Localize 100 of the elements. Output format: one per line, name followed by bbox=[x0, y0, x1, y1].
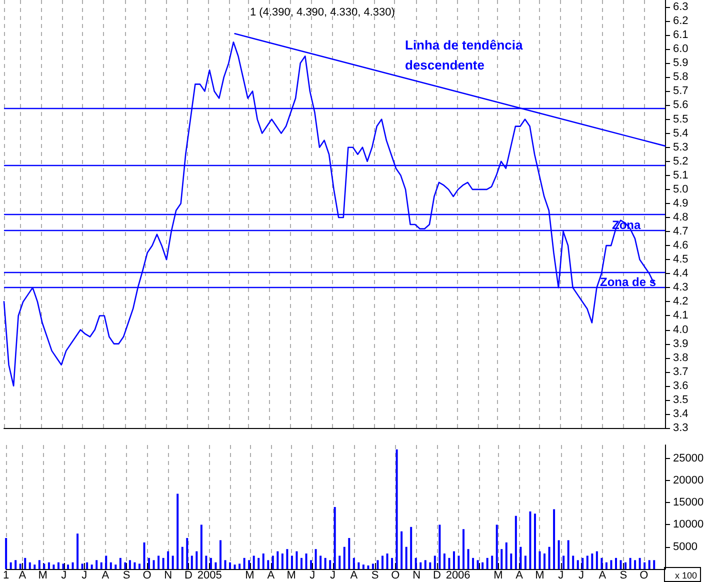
y-tick-label: 5.0 bbox=[673, 183, 688, 196]
bar bbox=[591, 554, 594, 569]
x-tick-label: 2005 bbox=[197, 570, 222, 582]
y-tick-label: 3.5 bbox=[673, 394, 688, 406]
bar bbox=[14, 560, 17, 569]
bar bbox=[10, 562, 12, 569]
bar bbox=[586, 556, 588, 569]
x-tick-label: O bbox=[391, 570, 400, 582]
bar bbox=[181, 546, 184, 569]
bar bbox=[524, 556, 526, 569]
bar bbox=[252, 556, 255, 569]
bar bbox=[34, 564, 36, 569]
y-tick-label: 15000 bbox=[673, 496, 704, 509]
bar bbox=[348, 538, 350, 569]
bar bbox=[538, 551, 541, 569]
bar bbox=[558, 540, 560, 569]
bar bbox=[410, 526, 412, 569]
bar bbox=[119, 558, 122, 569]
bar bbox=[520, 546, 522, 569]
bar bbox=[28, 562, 31, 569]
x-tick-label: 1 bbox=[2, 570, 10, 582]
bar bbox=[262, 554, 264, 569]
bar bbox=[438, 524, 441, 569]
bar bbox=[19, 564, 22, 569]
bar bbox=[448, 558, 450, 569]
y-tick-label: 4.6 bbox=[673, 240, 688, 252]
bar bbox=[620, 560, 622, 569]
bar bbox=[100, 562, 102, 569]
bar bbox=[443, 554, 446, 569]
text: 1 (4.390, 4.390, 4.330, 4.330) bbox=[250, 6, 395, 18]
bar bbox=[358, 562, 360, 569]
bar bbox=[172, 556, 174, 569]
bar bbox=[510, 554, 512, 569]
bar bbox=[76, 534, 79, 569]
y-tick-label: 3.4 bbox=[673, 408, 688, 420]
y-tick-label: 5000 bbox=[673, 540, 698, 553]
y-tick-label: 3.8 bbox=[673, 352, 688, 364]
bar bbox=[167, 551, 170, 569]
bar bbox=[24, 558, 26, 569]
bar bbox=[405, 546, 408, 569]
bar bbox=[281, 554, 284, 569]
bar bbox=[600, 558, 603, 569]
bar bbox=[610, 560, 612, 569]
bar bbox=[648, 560, 650, 569]
bar bbox=[420, 562, 422, 569]
x-tick-label: O bbox=[142, 570, 152, 582]
bar bbox=[305, 554, 308, 569]
bar bbox=[462, 529, 465, 569]
bar bbox=[629, 558, 632, 569]
bar bbox=[276, 551, 279, 569]
bar bbox=[290, 556, 293, 569]
x-tick-label: M bbox=[38, 570, 48, 582]
x-tick-label: M bbox=[286, 570, 296, 582]
x-tick-label: J bbox=[578, 570, 584, 582]
bar bbox=[248, 560, 250, 569]
bar bbox=[334, 507, 336, 569]
y-tick-label: 4.5 bbox=[673, 254, 688, 266]
bar bbox=[96, 560, 98, 569]
y-tick-label: 4.1 bbox=[673, 310, 688, 322]
bar bbox=[624, 562, 627, 569]
y-tick-label: 4.0 bbox=[673, 324, 688, 336]
x-tick-label: A bbox=[267, 570, 276, 582]
bar bbox=[176, 494, 179, 569]
bar bbox=[567, 540, 570, 569]
x-tick-label: M bbox=[535, 570, 544, 582]
y-tick-label: 3.9 bbox=[673, 338, 688, 350]
bar bbox=[582, 558, 584, 569]
x-tick-label: S bbox=[620, 570, 628, 582]
bar bbox=[414, 558, 417, 569]
bar bbox=[400, 531, 403, 569]
bar bbox=[105, 556, 108, 569]
bar bbox=[110, 562, 112, 569]
y-tick-label: 4.9 bbox=[673, 197, 688, 210]
bar bbox=[5, 538, 8, 569]
y-tick-label: 6.3 bbox=[673, 1, 688, 14]
y-tick-label: 4.8 bbox=[673, 212, 688, 224]
x-tick-label: O bbox=[640, 570, 649, 582]
bar bbox=[186, 538, 188, 569]
x-tick-label: A bbox=[18, 570, 27, 582]
bar bbox=[382, 556, 384, 569]
annotation: Linha de tendência descendente bbox=[405, 38, 526, 72]
x-tick-label: A bbox=[102, 570, 110, 582]
bar bbox=[553, 509, 556, 569]
x-tick-label: J bbox=[558, 570, 564, 582]
y-tick-label: 5.4 bbox=[673, 127, 688, 140]
bar bbox=[467, 549, 470, 569]
bar bbox=[544, 554, 546, 569]
bar bbox=[152, 560, 155, 569]
x-tick-label: D bbox=[184, 570, 193, 582]
bar bbox=[320, 556, 322, 569]
bar bbox=[200, 524, 202, 569]
bar bbox=[391, 558, 394, 569]
bar bbox=[572, 556, 574, 569]
y-tick-label: 5.1 bbox=[673, 169, 688, 182]
y-tick-label: 4.2 bbox=[673, 296, 688, 308]
bar bbox=[205, 556, 208, 569]
bar bbox=[219, 540, 222, 569]
y-tick-label: 20000 bbox=[673, 474, 704, 486]
y-tick-label: 5.9 bbox=[673, 57, 688, 70]
y-tick-label: 5.5 bbox=[673, 113, 688, 126]
